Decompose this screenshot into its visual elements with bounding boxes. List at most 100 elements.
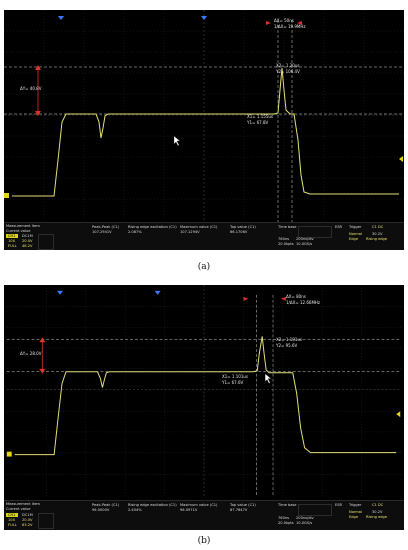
measure-1-label: Peak-Peak (C1) bbox=[92, 225, 120, 229]
timebase-scale[interactable]: 200ns/div bbox=[296, 237, 314, 241]
channel-offset: 48.2V bbox=[22, 244, 33, 248]
readout-delta-t: ΔX= 80ns bbox=[286, 294, 306, 299]
trigger-level-marker-icon[interactable] bbox=[399, 156, 403, 162]
trigger-slope[interactable]: Rising edge bbox=[366, 237, 388, 241]
readout-x1: X1= 1.101us bbox=[222, 374, 248, 379]
measure-4-label: Top value (C1) bbox=[230, 225, 256, 229]
measure-3-value: 107.1294V bbox=[180, 230, 200, 234]
measurement-title: Measurement item bbox=[6, 224, 40, 228]
timebase-delay[interactable]: 760ns bbox=[278, 516, 290, 520]
readout-y1: Y1= 67.6V bbox=[222, 380, 244, 385]
channel-scale: 20.0V bbox=[22, 518, 33, 522]
channel-probe: 10X bbox=[8, 518, 16, 522]
center-axes-b bbox=[6, 285, 402, 497]
arrow-down-icon bbox=[39, 368, 46, 374]
waveform-trace-a bbox=[12, 67, 399, 197]
cursor-x2-marker-icon[interactable] bbox=[297, 21, 302, 25]
measure-1-value: 107.2941V bbox=[92, 230, 112, 234]
channel-badge[interactable]: CH1 bbox=[6, 234, 18, 239]
measure-3-value: 96.0971V bbox=[180, 508, 198, 512]
current-value-label: Current value bbox=[6, 506, 31, 511]
measure-2-label: Rising edge excitation (C1) bbox=[128, 503, 177, 507]
measure-2-label: Rising edge excitation (C1) bbox=[128, 225, 177, 229]
channel-bandwidth: FULL bbox=[8, 523, 17, 527]
trigger-level[interactable]: 30.2V bbox=[372, 510, 383, 514]
measurement-title: Measurement item bbox=[6, 502, 40, 506]
readout-delta-t: ΔX= 50ns bbox=[274, 18, 294, 23]
channel-bandwidth: FULL bbox=[8, 244, 17, 248]
waveform-trace-b bbox=[14, 336, 397, 456]
readout-y2: Y2= 106.4V bbox=[276, 69, 300, 74]
channel-scale: 20.0V bbox=[22, 239, 33, 243]
caption-b: (b) bbox=[197, 536, 211, 546]
timebase-rate: 10.0GS/s bbox=[296, 242, 313, 246]
measure-4-value: 67.7647V bbox=[230, 508, 248, 512]
trigger-mode[interactable]: Normal bbox=[349, 232, 363, 236]
readout-inv-delta-t: 1/ΔX= 12.66MHz bbox=[286, 300, 321, 305]
channel-preview bbox=[38, 234, 54, 250]
readout-x2: X2= 1.20us bbox=[276, 63, 300, 68]
cursor-x2-marker-icon[interactable] bbox=[280, 296, 286, 301]
readout-delta-y: ΔY= 40.8V bbox=[20, 86, 42, 91]
center-axes-a bbox=[4, 10, 404, 222]
timebase-scale[interactable]: 200ns/div bbox=[296, 516, 314, 520]
trigger-source: C1 DC bbox=[372, 225, 384, 229]
caption-a: (a) bbox=[197, 262, 211, 272]
trigger-title: Trigger bbox=[349, 503, 362, 507]
mouse-cursor-icon bbox=[173, 135, 181, 147]
readout-inv-delta-t: 1/ΔX= 19.9MHz bbox=[274, 24, 306, 29]
scope-display-b bbox=[6, 285, 402, 497]
channel-badge[interactable]: CH1 bbox=[6, 513, 18, 518]
timebase-title: Time base bbox=[278, 225, 297, 229]
status-bar-a: Measurement item Current value CH1 DC1M … bbox=[4, 222, 404, 250]
measure-4-label: Top value (C1) bbox=[230, 503, 256, 507]
oscilloscope-panel-b: ΔX= 80ns 1/ΔX= 12.66MHz ΔY= 28.0V X2= 1.… bbox=[4, 285, 404, 530]
arrow-up-icon bbox=[39, 337, 46, 343]
readout-y2: Y2= 95.6V bbox=[276, 343, 298, 348]
timebase-preview bbox=[298, 504, 332, 516]
timebase-delay[interactable]: 760ns bbox=[278, 237, 290, 241]
trigger-slope[interactable]: Rising edge bbox=[366, 515, 388, 519]
measure-4-value: 66.1706V bbox=[230, 230, 248, 234]
trigger-mode[interactable]: Normal bbox=[349, 510, 363, 514]
measure-2-value: 2.087% bbox=[128, 230, 142, 234]
timebase-points: 20.0kpts bbox=[278, 521, 294, 525]
status-bar-b: Measurement item Current value CH1 DC1M … bbox=[4, 500, 404, 530]
timebase-points: 20.0kpts bbox=[278, 242, 294, 246]
trigger-title: Trigger bbox=[349, 225, 362, 229]
trigger-position-marker-icon[interactable] bbox=[58, 16, 64, 20]
arrow-up-icon bbox=[35, 65, 41, 70]
cursor-x1-marker-icon[interactable] bbox=[243, 296, 249, 301]
timebase-preview bbox=[298, 226, 332, 238]
measure-1-label: Peak-Peak (C1) bbox=[92, 503, 120, 507]
measure-1-value: 96.5000V bbox=[92, 508, 110, 512]
trigger-type[interactable]: Edge bbox=[349, 237, 359, 241]
center-time-marker-icon[interactable] bbox=[154, 290, 161, 295]
trigger-position-marker-icon[interactable] bbox=[57, 290, 63, 295]
trigger-level[interactable]: 30.2V bbox=[372, 232, 383, 236]
trigger-type[interactable]: Edge bbox=[349, 515, 359, 519]
readout-x1: X1= 1.155us bbox=[247, 114, 273, 119]
arrow-down-icon bbox=[35, 111, 41, 116]
readout-y1: Y1= 67.8V bbox=[247, 120, 269, 125]
channel-ground-marker-icon[interactable] bbox=[4, 193, 9, 198]
timebase-tag: ESR bbox=[335, 225, 343, 229]
channel-coupling: DC1M bbox=[22, 234, 33, 238]
current-value-label: Current value bbox=[6, 228, 31, 233]
grid-a bbox=[4, 10, 404, 222]
scope-display-a bbox=[4, 10, 404, 222]
readout-x2: X2= 1.181us bbox=[276, 337, 302, 342]
measure-3-label: Maximum value (C1) bbox=[180, 503, 218, 507]
cursor-x1-marker-icon[interactable] bbox=[266, 21, 271, 25]
mouse-cursor-icon bbox=[264, 373, 272, 384]
channel-preview bbox=[38, 513, 54, 529]
trigger-source: C1 DC bbox=[372, 503, 384, 507]
trigger-level-marker-icon[interactable] bbox=[396, 411, 401, 418]
timebase-tag: ESR bbox=[335, 503, 343, 507]
measure-2-value: 2.454% bbox=[128, 508, 142, 512]
channel-ground-marker-icon[interactable] bbox=[6, 451, 12, 457]
channel-probe: 10X bbox=[8, 239, 16, 243]
channel-offset: 63.2V bbox=[22, 523, 33, 527]
oscilloscope-panel-a: ΔX= 50ns 1/ΔX= 19.9MHz ΔY= 40.8V X2= 1.2… bbox=[4, 10, 404, 250]
center-time-marker-icon[interactable] bbox=[201, 16, 207, 20]
